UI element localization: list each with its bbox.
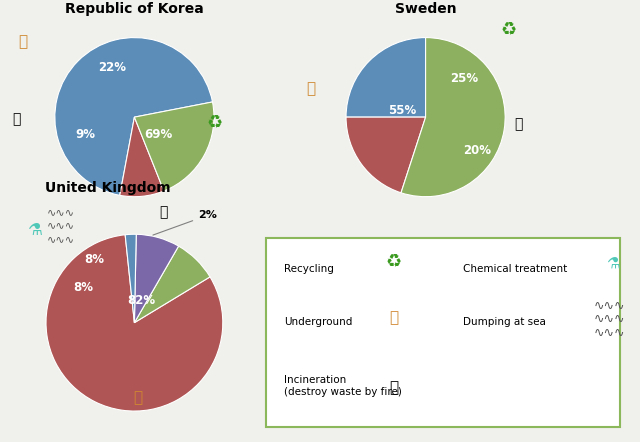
Text: 🔥: 🔥 [389,381,398,396]
Text: ∿∿∿: ∿∿∿ [593,327,625,340]
Title: Sweden: Sweden [395,2,456,16]
Text: ∿∿∿: ∿∿∿ [47,207,75,217]
Text: 25%: 25% [450,72,478,85]
Text: ∿∿∿: ∿∿∿ [47,234,75,244]
Text: 20%: 20% [463,144,492,157]
Wedge shape [120,117,164,197]
Text: ⚗: ⚗ [28,221,43,239]
Text: 55%: 55% [388,104,416,117]
Text: ∿∿∿: ∿∿∿ [593,313,625,326]
Text: 8%: 8% [84,252,104,266]
Text: 9%: 9% [75,128,95,141]
FancyBboxPatch shape [266,238,620,427]
Wedge shape [134,246,210,323]
Text: 8%: 8% [73,281,93,294]
Text: ♻: ♻ [386,255,402,272]
Wedge shape [346,117,426,193]
Wedge shape [134,234,179,323]
Text: ⛏: ⛏ [18,34,27,50]
Text: Recycling: Recycling [284,264,334,274]
Wedge shape [46,235,223,411]
Text: ∿∿∿: ∿∿∿ [47,221,75,230]
Text: ⛏: ⛏ [389,310,398,325]
Text: ♻: ♻ [206,115,223,133]
Text: ⛏: ⛏ [133,390,142,405]
Title: Republic of Korea: Republic of Korea [65,2,204,16]
Wedge shape [134,102,214,191]
Text: 🔥: 🔥 [12,112,20,126]
Text: ⛏: ⛏ [306,81,315,96]
Text: ♻: ♻ [500,22,517,40]
Text: Dumping at sea: Dumping at sea [463,317,546,327]
Text: 69%: 69% [144,128,172,141]
Text: ∿∿∿: ∿∿∿ [593,300,625,313]
Text: ⚗: ⚗ [606,256,620,271]
Text: 22%: 22% [98,61,126,74]
Wedge shape [346,38,426,117]
Wedge shape [55,38,212,195]
Text: Chemical treatment: Chemical treatment [463,264,567,274]
Text: 82%: 82% [127,294,156,307]
Text: Incineration
(destroy waste by fire): Incineration (destroy waste by fire) [284,375,402,397]
Text: 2%: 2% [153,210,217,235]
Title: United Kingdom: United Kingdom [45,181,171,195]
Text: 🔥: 🔥 [159,205,168,219]
Wedge shape [401,38,505,197]
Text: 🔥: 🔥 [514,117,523,131]
Text: Underground: Underground [284,317,353,327]
Wedge shape [125,234,136,323]
